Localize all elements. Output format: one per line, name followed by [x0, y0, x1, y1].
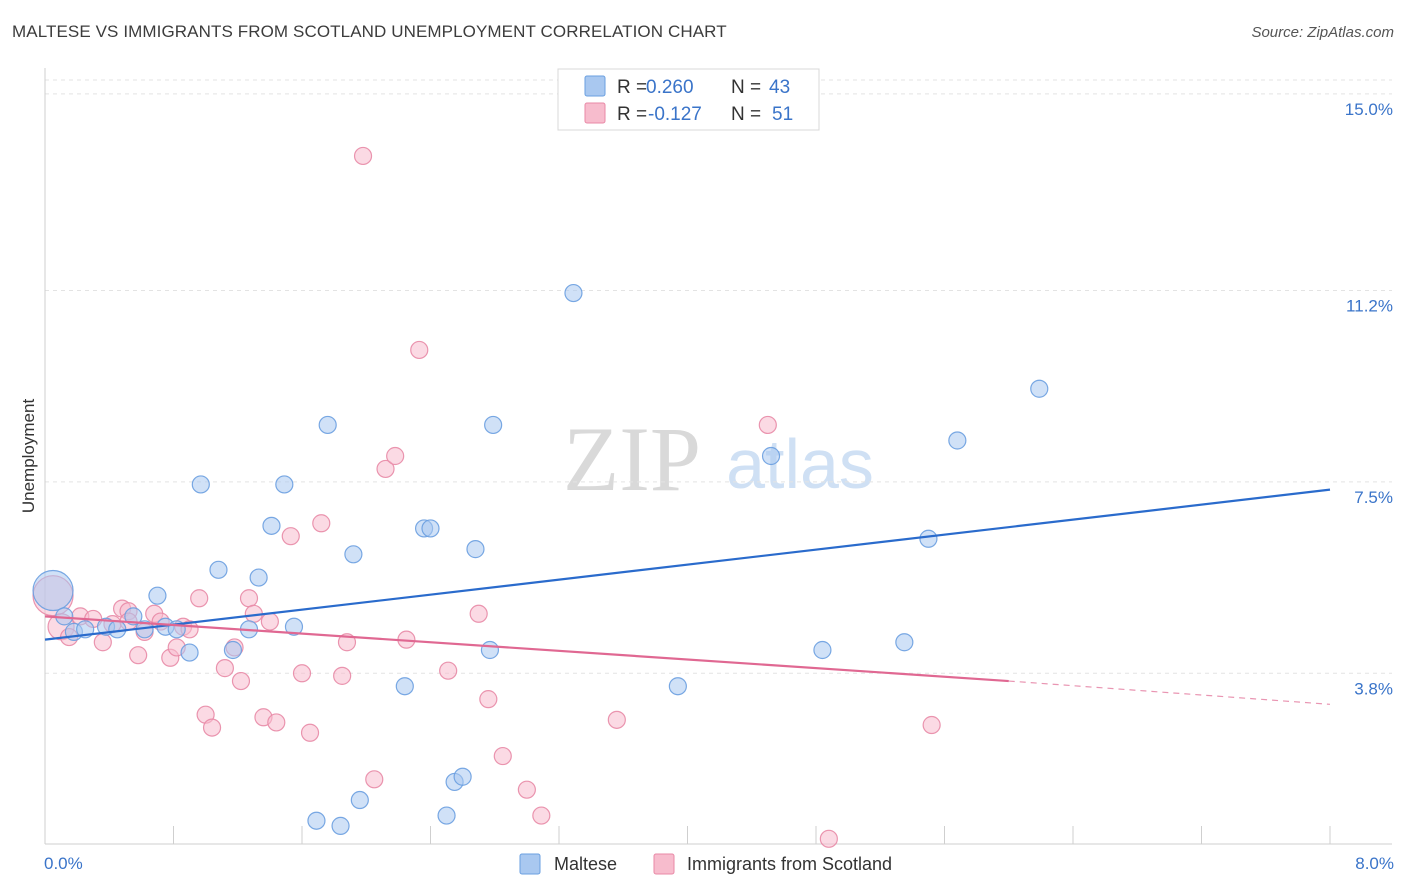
scotland-point [819, 829, 838, 848]
maltese-point [948, 431, 967, 450]
maltese-point [262, 516, 281, 535]
x-tick-label-min: 0.0% [44, 854, 83, 873]
maltese-point [350, 790, 369, 810]
correlation-legend: R = 0.260 N = 43 R = -0.127 N = 51 [557, 68, 820, 131]
legend-r-value-scotland: -0.127 [648, 104, 702, 125]
maltese-point [344, 545, 363, 564]
maltese-point [395, 677, 414, 696]
maltese-point [223, 640, 243, 660]
scotland-trend-line [44, 615, 1009, 683]
scotland-point [517, 780, 536, 799]
maltese-point [148, 586, 167, 605]
maltese-point [191, 475, 210, 494]
legend-n-value-scotland: 51 [772, 104, 793, 125]
chart-title: MALTESE VS IMMIGRANTS FROM SCOTLAND UNEM… [12, 22, 727, 41]
scotland-point [758, 415, 777, 435]
maltese-point [275, 475, 294, 494]
y-tick-label: 15.0% [1345, 100, 1393, 119]
legend-r-label-scotland: R = [617, 104, 647, 125]
maltese-point [124, 607, 143, 626]
y-tick-label: 3.8% [1354, 679, 1393, 698]
bottom-legend-swatch-scotland [653, 853, 675, 875]
maltese-point [284, 617, 304, 636]
scotland-point [333, 666, 352, 685]
maltese-point [453, 767, 472, 786]
legend-n-label-maltese: N = [731, 77, 761, 98]
maltese-point [318, 415, 337, 435]
maltese-point [668, 677, 687, 696]
y-tick-labels: 3.8% 7.5% 11.2% 15.0% [1345, 100, 1393, 698]
watermark-atlas: atlas [726, 425, 874, 503]
bottom-legend-label-maltese: Maltese [554, 854, 617, 874]
scotland-point [300, 723, 320, 742]
gridlines [45, 79, 1392, 674]
maltese-point [307, 811, 326, 830]
maltese-point [1030, 379, 1049, 398]
scotland-trend-extension [1008, 680, 1331, 705]
maltese-point [761, 446, 781, 466]
scotland-point [353, 146, 373, 166]
maltese-point [919, 529, 938, 548]
maltese-point [813, 640, 832, 660]
maltese-trend-line [44, 488, 1331, 641]
maltese-point [895, 633, 914, 652]
maltese-point [180, 643, 199, 662]
scotland-point [376, 459, 395, 479]
maltese-point [421, 519, 440, 538]
maltese-point [564, 283, 583, 303]
bottom-legend-label-scotland: Immigrants from Scotland [687, 854, 892, 874]
y-tick-label: 7.5% [1354, 488, 1393, 507]
scotland-point [190, 589, 209, 608]
scotland-point [410, 340, 429, 360]
maltese-point [108, 620, 127, 639]
x-tick-labels: 0.0% 8.0% [44, 854, 1394, 873]
scotland-point [260, 612, 279, 631]
maltese-point [32, 569, 74, 612]
scotland-point [493, 746, 512, 766]
bottom-legend-swatch-maltese [519, 853, 541, 875]
scotland-point [239, 589, 259, 608]
legend-r-label-maltese: R = [617, 77, 647, 98]
maltese-point [437, 806, 456, 825]
scotland-point [469, 604, 488, 623]
maltese-point [466, 540, 485, 559]
scotland-point [93, 633, 112, 652]
scotland-point [607, 710, 626, 729]
scotland-point [386, 446, 405, 466]
legend-r-value-maltese: 0.260 [646, 77, 694, 98]
scotland-point [215, 659, 234, 678]
scotland-point [532, 806, 551, 825]
scotland-point [281, 527, 300, 546]
legend-swatch-maltese [584, 75, 606, 97]
maltese-point [249, 568, 268, 587]
x-tick-label-max: 8.0% [1355, 854, 1394, 873]
maltese-point [484, 415, 503, 435]
data-points [32, 146, 1049, 848]
y-axis-title: Unemployment [19, 399, 38, 514]
scotland-point [312, 514, 331, 533]
scotland-point [231, 671, 251, 691]
maltese-point [209, 560, 228, 579]
y-tick-label: 11.2% [1346, 296, 1393, 315]
scotland-point [129, 646, 148, 665]
axes [44, 68, 1392, 845]
scotland-point [292, 664, 312, 683]
scotland-point [439, 661, 458, 680]
legend-n-label-scotland: N = [731, 104, 761, 125]
maltese-point [480, 640, 500, 660]
watermark-zip: ZIP [563, 408, 701, 510]
source-label: Source: ZipAtlas.com [1251, 24, 1394, 41]
scotland-point [267, 713, 286, 732]
maltese-point [331, 816, 350, 835]
scotland-point [922, 715, 941, 735]
legend-swatch-scotland [584, 102, 606, 124]
series-legend: Maltese Immigrants from Scotland [519, 853, 892, 875]
legend-n-value-maltese: 43 [769, 77, 790, 98]
scotland-point [479, 690, 498, 709]
trend-lines [44, 488, 1331, 705]
scotland-point [365, 770, 384, 789]
scotland-point [202, 718, 222, 737]
